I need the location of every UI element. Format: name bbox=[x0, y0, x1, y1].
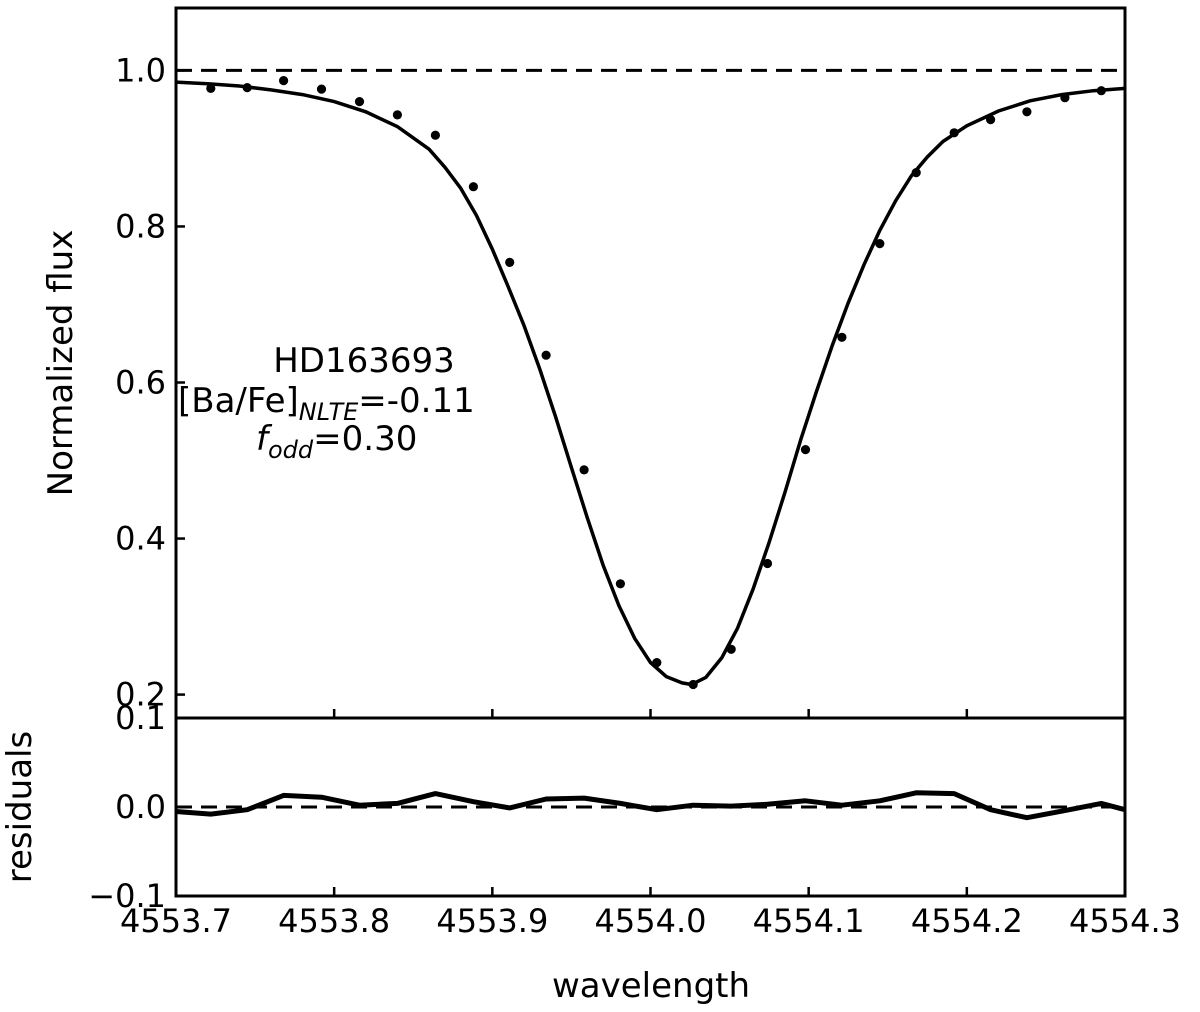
annotation-fodd-subscript: odd bbox=[268, 436, 314, 464]
residuals-y-tick-label: 0.1 bbox=[115, 699, 166, 737]
observed-point bbox=[615, 579, 626, 589]
observed-point bbox=[1022, 107, 1032, 117]
observed-point bbox=[430, 130, 440, 140]
x-tick-label: 4554.0 bbox=[595, 902, 707, 940]
observed-point bbox=[762, 558, 773, 569]
y-tick-label: 0.6 bbox=[115, 364, 166, 402]
observed-point bbox=[505, 257, 515, 267]
annotation-fodd: fodd=0.30 bbox=[256, 419, 417, 464]
annotation-abundance-subscript: NLTE bbox=[299, 398, 359, 426]
observed-point bbox=[468, 182, 478, 192]
observed-point bbox=[652, 658, 662, 668]
observed-point bbox=[949, 128, 959, 138]
residuals-y-axis: −0.1 0.0 0.1 bbox=[88, 699, 185, 915]
spectrum-panel: 0.2 0.4 0.6 0.8 1.0 Normalized flux HD163693… bbox=[41, 6, 1127, 720]
observed-point bbox=[279, 76, 289, 86]
observed-point bbox=[911, 168, 921, 178]
observed-point bbox=[726, 644, 736, 654]
observed-point bbox=[541, 350, 551, 360]
annotation-fodd-value: =0.30 bbox=[313, 419, 417, 459]
observed-point bbox=[986, 115, 996, 125]
annotation-abundance-value: =-0.11 bbox=[358, 381, 474, 421]
spectrum-y-axis-label: Normalized flux bbox=[41, 230, 81, 497]
observed-point bbox=[392, 110, 402, 120]
residuals-y-tick-label: 0.0 bbox=[115, 788, 166, 826]
observed-point bbox=[316, 84, 327, 94]
y-tick-label: 0.2 bbox=[115, 676, 166, 714]
annotation-abundance: [Ba/Fe]NLTE=-0.11 bbox=[178, 381, 475, 426]
y-tick-label: 1.0 bbox=[115, 51, 166, 89]
x-axis: 4553.7 4553.8 4553.9 4554.0 4554.1 4554.2 4554… bbox=[120, 709, 1181, 940]
residuals-line bbox=[175, 790, 1126, 821]
x-tick-label: 4554.1 bbox=[753, 902, 865, 940]
x-tick-label: 4553.9 bbox=[436, 902, 548, 940]
model-spectrum-line bbox=[175, 80, 1126, 687]
observed-point bbox=[579, 465, 589, 475]
observed-point bbox=[837, 332, 847, 342]
residuals-panel: −0.1 0.0 0.1 4553.7 4553.8 4553.9 4554.0 4554.… bbox=[0, 699, 1181, 1006]
spectrum-y-axis: 0.2 0.4 0.6 0.8 1.0 bbox=[115, 51, 185, 714]
y-tick-label: 0.8 bbox=[115, 207, 166, 245]
annotation-abundance-prefix: [Ba/Fe] bbox=[178, 381, 299, 421]
residuals-y-axis-label: residuals bbox=[0, 731, 40, 883]
observed-points bbox=[206, 76, 1106, 690]
y-tick-label: 0.4 bbox=[115, 520, 166, 558]
observed-point bbox=[242, 83, 252, 93]
x-tick-label: 4553.8 bbox=[278, 902, 390, 940]
x-tick-label: 4554.3 bbox=[1069, 902, 1181, 940]
spectrum-annotation: HD163693 [Ba/Fe]NLTE=-0.11 fodd=0.30 bbox=[178, 341, 475, 464]
observed-point bbox=[688, 679, 698, 690]
x-tick-label: 4553.7 bbox=[120, 902, 232, 940]
observed-point bbox=[1096, 86, 1106, 96]
annotation-star-name: HD163693 bbox=[273, 341, 455, 381]
residuals-y-tick-label: −0.1 bbox=[88, 877, 166, 915]
observed-point bbox=[1060, 93, 1070, 103]
x-tick-label: 4554.2 bbox=[911, 902, 1023, 940]
observed-point bbox=[206, 83, 216, 93]
x-axis-label: wavelength bbox=[552, 966, 750, 1006]
observed-point bbox=[800, 445, 811, 455]
observed-point bbox=[875, 239, 885, 249]
observed-point bbox=[354, 97, 365, 107]
